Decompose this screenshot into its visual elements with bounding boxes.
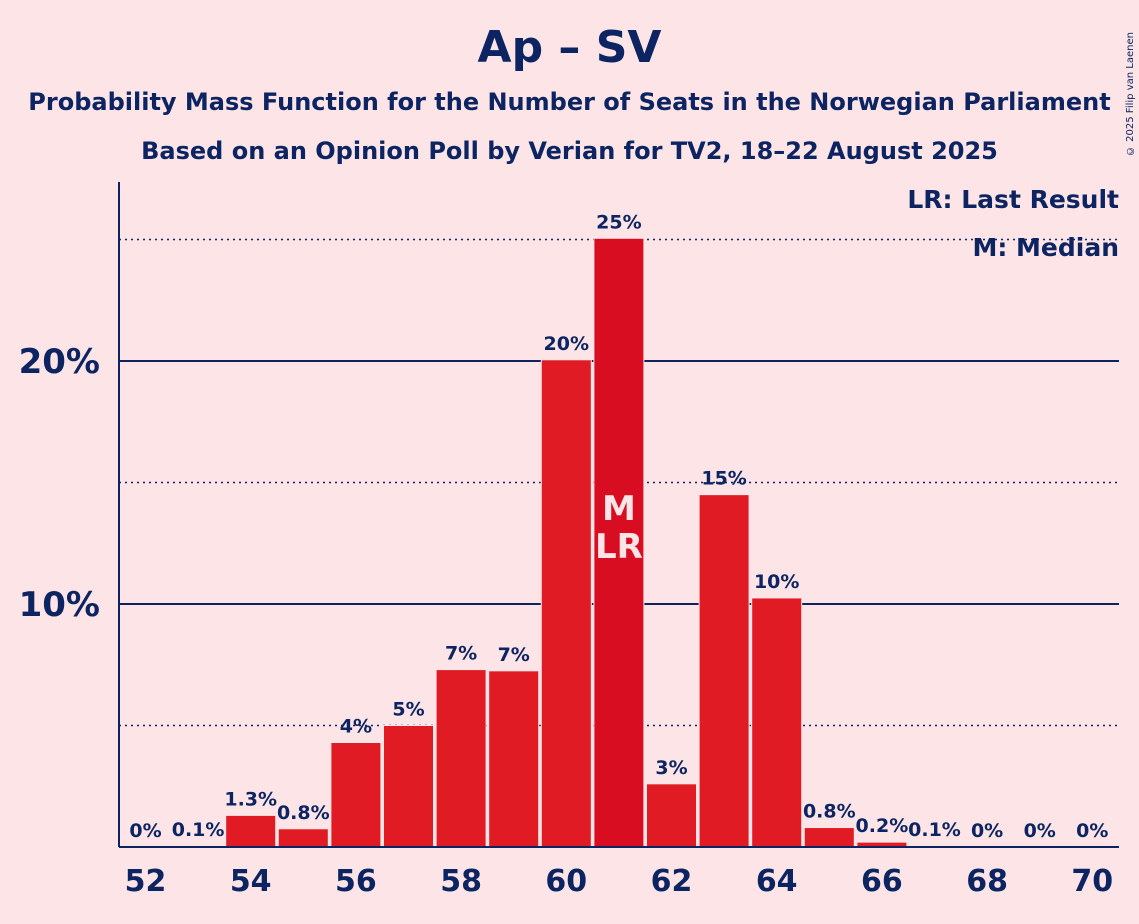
chart-title: Ap – SV: [477, 22, 662, 73]
data-label: 1.3%: [224, 788, 277, 810]
data-label: 7%: [498, 644, 530, 666]
x-tick-label: 62: [651, 864, 693, 899]
bar-seat-57: [383, 725, 434, 848]
data-label: 0%: [1024, 820, 1056, 842]
x-tick-label: 58: [440, 864, 482, 899]
data-label: 0%: [129, 820, 161, 842]
x-tick-label: 54: [230, 864, 272, 899]
data-label: 0%: [1076, 820, 1108, 842]
data-label: 5%: [392, 699, 424, 721]
data-label: 15%: [701, 468, 746, 490]
bar-seat-64: [751, 597, 803, 848]
chart-axes: 10% 20% 52 54 56 58 60 62 64 66 68 70: [19, 182, 1119, 899]
x-tick-label: 56: [335, 864, 377, 899]
legend-last-result: LR: Last Result: [907, 185, 1119, 214]
x-tick-label: 52: [125, 864, 167, 899]
chart-data-labels: 0% 0.1%1.3%0.8%4%5%7% 7%20%25%3%15%10%0.8%…: [129, 211, 1108, 842]
bar-seat-58: [435, 669, 487, 848]
bar-seat-62: [646, 783, 697, 848]
y-tick-label: 10%: [19, 585, 100, 625]
bar-seat-63: [698, 494, 750, 848]
data-label: 0.2%: [856, 815, 909, 837]
data-label: 20%: [544, 333, 589, 355]
bar-marker-label: M: [602, 489, 636, 529]
data-label: 0%: [971, 820, 1003, 842]
bar-marker-label: LR: [595, 527, 643, 567]
bar-seat-55: [277, 828, 329, 848]
data-label: 0.8%: [277, 802, 330, 824]
bar-seat-61: [593, 237, 645, 848]
data-label: 3%: [655, 757, 687, 779]
x-tick-label: 68: [966, 864, 1008, 899]
x-tick-label: 66: [861, 864, 903, 899]
y-tick-label: 20%: [19, 342, 100, 382]
data-label: 7%: [445, 643, 477, 665]
legend-median: M: Median: [972, 233, 1119, 262]
bar-seat-56: [330, 742, 382, 848]
x-tick-label: 64: [756, 864, 798, 899]
data-label: 25%: [596, 211, 641, 233]
chart-subtitle: Probability Mass Function for the Number…: [28, 88, 1111, 116]
bar-seat-54: [225, 814, 277, 848]
bar-seat-59: [488, 670, 540, 848]
chart-subtitle-poll: Based on an Opinion Poll by Verian for T…: [141, 137, 998, 165]
data-label: 0.1%: [172, 819, 225, 841]
bar-seat-60: [540, 359, 592, 848]
data-label: 4%: [340, 716, 372, 738]
chart-bars: [172, 237, 960, 848]
x-tick-label: 70: [1071, 864, 1113, 899]
x-tick-label: 60: [545, 864, 587, 899]
data-label: 0.1%: [908, 819, 961, 841]
data-label: 10%: [754, 571, 799, 593]
data-label: 0.8%: [803, 801, 856, 823]
bar-seat-65: [803, 827, 855, 848]
